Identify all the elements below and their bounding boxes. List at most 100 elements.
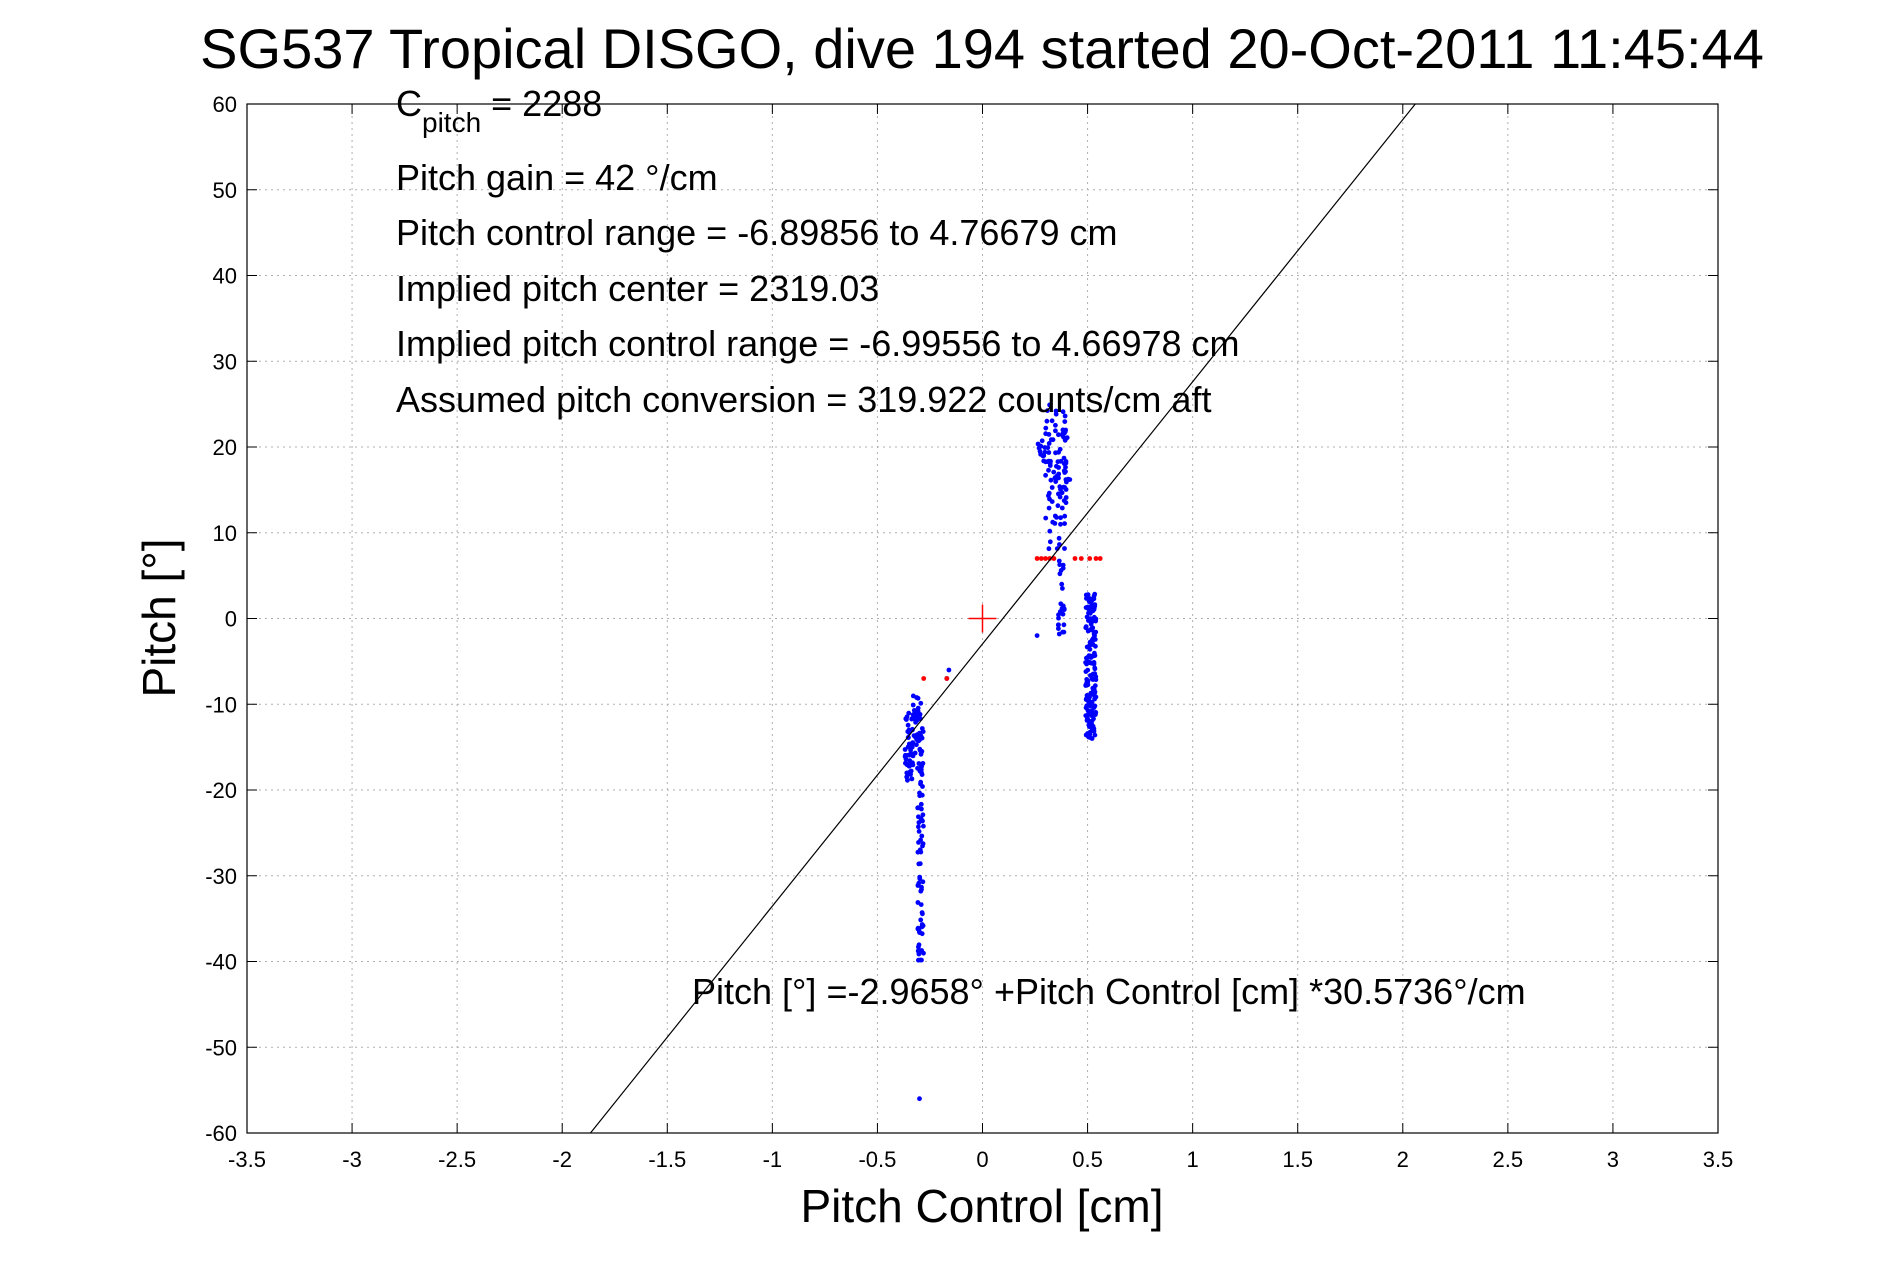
data-point-blue xyxy=(1092,732,1098,738)
cpitch-value: = 2288 xyxy=(481,83,602,124)
data-point-blue xyxy=(1055,459,1061,465)
data-point-blue xyxy=(1056,615,1061,621)
data-point-blue xyxy=(903,716,909,722)
data-point-blue xyxy=(1059,581,1065,587)
data-point-red xyxy=(1038,556,1044,561)
data-point-blue xyxy=(1049,418,1055,424)
data-point-blue xyxy=(1046,467,1051,473)
data-point-blue xyxy=(914,742,919,748)
data-point-blue xyxy=(1083,682,1089,688)
data-point-blue xyxy=(915,805,921,811)
data-point-blue xyxy=(1056,631,1062,637)
data-point-blue xyxy=(902,747,908,752)
data-point-blue xyxy=(916,829,922,834)
data-point-blue xyxy=(916,942,922,948)
data-point-blue xyxy=(1044,418,1050,424)
data-point-blue xyxy=(1089,660,1094,666)
data-point-blue xyxy=(916,824,921,830)
data-point-blue xyxy=(918,751,924,757)
data-point-blue xyxy=(1055,622,1061,628)
data-point-blue xyxy=(1086,711,1092,717)
data-point-blue xyxy=(918,917,924,923)
data-point-blue xyxy=(1087,646,1093,652)
x-tick-label: 0 xyxy=(976,1147,988,1172)
data-point-blue xyxy=(916,820,922,825)
data-point-red xyxy=(1034,556,1040,561)
data-point-blue xyxy=(1062,419,1068,424)
data-point-blue xyxy=(1092,689,1098,695)
data-point-blue xyxy=(1092,696,1097,702)
y-tick-label: 10 xyxy=(213,521,237,546)
data-point-blue xyxy=(1053,479,1059,484)
data-point-blue xyxy=(1084,703,1090,709)
x-tick-label: 3.5 xyxy=(1703,1147,1734,1172)
data-point-blue xyxy=(946,667,952,673)
x-tick-label: -1.5 xyxy=(648,1147,686,1172)
data-point-blue xyxy=(919,910,925,915)
data-point-blue xyxy=(1056,626,1061,631)
data-point-blue xyxy=(1057,446,1063,452)
data-point-blue xyxy=(1053,428,1058,434)
y-tick-label: 60 xyxy=(213,92,237,117)
data-point-blue xyxy=(905,761,911,767)
data-point-blue xyxy=(918,849,924,855)
data-point-blue xyxy=(1051,469,1057,475)
data-point-blue xyxy=(1047,539,1053,545)
data-point-blue xyxy=(1058,521,1063,527)
x-tick-label: 3 xyxy=(1607,1147,1619,1172)
y-tick-label: 30 xyxy=(213,349,237,374)
data-point-blue xyxy=(1057,484,1063,490)
data-point-blue xyxy=(1060,431,1066,437)
data-point-blue xyxy=(1056,432,1061,438)
data-point-blue xyxy=(1062,513,1068,519)
y-tick-label: -50 xyxy=(205,1035,237,1060)
fit-line-layer xyxy=(590,103,1416,1134)
data-point-blue xyxy=(1056,612,1061,618)
data-point-blue xyxy=(916,926,922,931)
data-point-blue xyxy=(908,768,914,774)
data-point-blue xyxy=(1063,436,1068,441)
y-tick-label: -10 xyxy=(205,692,237,717)
data-point-blue xyxy=(918,767,924,772)
chart-title: SG537 Tropical DISGO, dive 194 started 2… xyxy=(200,17,1764,80)
data-point-blue xyxy=(1061,622,1067,628)
data-point-blue xyxy=(1047,528,1053,534)
data-point-red xyxy=(944,676,950,681)
implied-pitch-center-annotation: Implied pitch center = 2319.03 xyxy=(396,268,879,309)
cpitch-symbol: C xyxy=(396,83,422,124)
data-point-blue xyxy=(905,777,910,783)
assumed-pitch-conversion-annotation: Assumed pitch conversion = 319.922 count… xyxy=(396,379,1211,420)
data-point-blue xyxy=(1053,450,1058,456)
data-point-blue xyxy=(1086,699,1092,705)
data-point-blue xyxy=(916,761,922,766)
data-point-blue xyxy=(904,770,910,776)
x-tick-label: 1 xyxy=(1187,1147,1199,1172)
data-point-blue xyxy=(1084,596,1089,601)
data-point-blue xyxy=(1086,722,1092,728)
data-point-blue xyxy=(1091,593,1097,599)
data-point-blue xyxy=(1092,703,1098,709)
data-point-blue xyxy=(1036,445,1042,451)
data-point-blue xyxy=(1039,438,1045,444)
x-tick-label: 2 xyxy=(1397,1147,1409,1172)
data-point-blue xyxy=(917,861,923,867)
y-tick-label: -40 xyxy=(205,950,237,975)
data-point-blue xyxy=(1059,505,1065,511)
data-point-blue xyxy=(916,957,921,963)
y-tick-label: -60 xyxy=(205,1121,237,1146)
data-point-red xyxy=(1043,556,1048,561)
data-point-blue xyxy=(919,792,925,798)
data-point-blue xyxy=(1052,521,1058,526)
data-point-blue xyxy=(1047,402,1052,408)
data-point-blue xyxy=(915,765,920,771)
y-tick-label: 50 xyxy=(213,178,237,203)
data-point-blue xyxy=(1062,521,1067,526)
data-point-blue xyxy=(1090,642,1096,647)
cpitch-subscript: pitch xyxy=(422,107,481,138)
data-point-blue xyxy=(1061,607,1066,612)
data-point-blue xyxy=(912,750,918,756)
data-point-blue xyxy=(1053,422,1058,428)
data-point-blue xyxy=(918,781,923,787)
y-axis-label: Pitch [°] xyxy=(133,538,185,697)
